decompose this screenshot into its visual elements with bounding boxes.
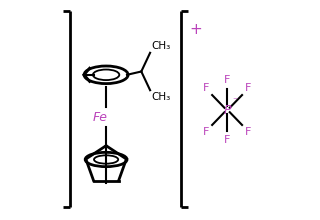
- Text: P: P: [223, 103, 231, 117]
- Text: F: F: [224, 135, 230, 145]
- Text: +: +: [190, 22, 203, 37]
- Text: ⁻: ⁻: [232, 96, 237, 106]
- Text: CH₃: CH₃: [151, 92, 171, 102]
- Text: F: F: [224, 75, 230, 85]
- Text: F: F: [203, 83, 209, 93]
- Text: Fe: Fe: [93, 111, 108, 124]
- Text: F: F: [203, 127, 209, 137]
- Text: F: F: [245, 127, 252, 137]
- Text: F: F: [245, 83, 252, 93]
- Text: CH₃: CH₃: [151, 41, 171, 51]
